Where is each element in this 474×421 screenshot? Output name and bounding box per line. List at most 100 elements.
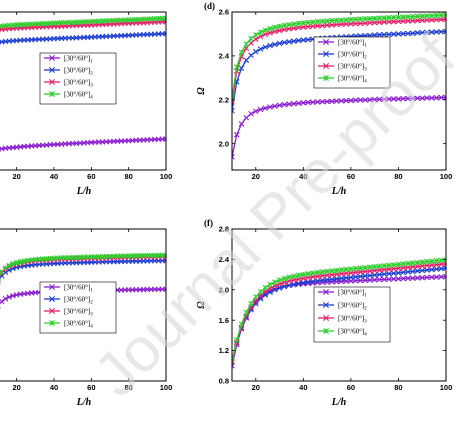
series-marker	[333, 267, 340, 274]
series-marker	[276, 23, 283, 30]
series-marker	[238, 49, 245, 56]
x-tick-label: 80	[124, 383, 132, 392]
series-marker	[400, 275, 406, 282]
series-4	[0, 15, 166, 30]
series-marker	[305, 271, 311, 277]
series-marker	[295, 20, 302, 27]
series-marker	[424, 17, 430, 23]
series-marker	[428, 29, 435, 35]
series-marker	[281, 26, 288, 33]
series-marker	[305, 279, 311, 285]
series-marker	[443, 16, 446, 23]
legend-label-subscript: 1	[364, 294, 367, 299]
series-marker	[163, 136, 166, 142]
series-marker	[367, 277, 373, 283]
series-line	[0, 259, 166, 280]
series-marker	[295, 37, 302, 44]
series-marker	[371, 19, 378, 26]
chart-panel-3: 20 40 60 80 100L/h[30°/60°]1[30°/60°]2[30°/6…	[0, 228, 173, 408]
legend-label-text: [30°/60°]	[64, 320, 90, 328]
x-axis-label: L/h	[331, 397, 347, 408]
series-marker	[291, 273, 297, 279]
legend-label: [30°/60°]4	[64, 91, 93, 101]
series-marker	[0, 298, 5, 305]
series-marker	[390, 276, 397, 282]
series-marker	[443, 265, 446, 272]
series-marker	[272, 28, 278, 35]
series-marker	[400, 18, 406, 25]
series-marker	[49, 308, 55, 314]
series-marker	[424, 274, 430, 281]
series-marker	[343, 97, 349, 104]
series-marker	[414, 275, 421, 281]
series-marker	[238, 65, 245, 71]
series-marker	[386, 96, 392, 102]
series-marker	[49, 67, 55, 73]
series-marker	[276, 285, 283, 291]
series-marker	[376, 19, 383, 26]
legend-label: [30°/60°]4	[338, 75, 367, 85]
series-marker	[405, 95, 411, 102]
legend-label-text: [30°/60°]	[338, 315, 364, 323]
series-marker	[381, 271, 387, 277]
series-marker	[367, 15, 373, 22]
legend-label-text: [30°/60°]	[338, 302, 364, 310]
legend-label-subscript: 1	[364, 44, 367, 49]
legend-label-text: [30°/60°]	[338, 39, 364, 47]
series-marker	[49, 91, 55, 97]
legend-label-subscript: 3	[364, 68, 367, 73]
series-marker	[381, 96, 387, 103]
series-marker	[6, 294, 12, 300]
series-marker	[338, 21, 345, 28]
legend-label-subscript: 4	[364, 333, 367, 338]
series-marker	[414, 268, 421, 274]
x-tick-label: 100	[160, 383, 173, 392]
plot-area	[232, 257, 446, 369]
series-marker	[424, 95, 430, 101]
legend-label: [30°/60°]4	[64, 320, 93, 330]
series-marker	[329, 276, 335, 283]
series-marker	[405, 30, 411, 37]
series-marker	[357, 277, 364, 284]
series-marker	[323, 51, 329, 57]
series-marker	[333, 275, 340, 282]
plot-frame	[0, 11, 167, 171]
legend-label-subscript: 1	[90, 60, 93, 65]
series-marker	[348, 266, 354, 272]
series-marker	[433, 29, 440, 35]
series-4	[0, 252, 166, 281]
series-marker	[323, 315, 329, 321]
series-marker	[262, 284, 269, 291]
series-1	[232, 94, 446, 160]
series-marker	[409, 13, 416, 20]
series-marker	[2, 296, 9, 302]
series-marker	[395, 96, 402, 102]
legend-label: [30°/60°]3	[64, 79, 93, 89]
series-marker	[291, 38, 297, 44]
series-marker	[395, 14, 402, 21]
series-marker	[433, 258, 440, 264]
series-marker	[367, 264, 373, 270]
series-marker	[310, 270, 316, 276]
legend-label-text: [30°/60°]	[64, 296, 90, 304]
series-marker	[49, 79, 55, 85]
series-marker	[386, 31, 392, 38]
x-tick-label: 20	[12, 383, 20, 392]
y-tick-label: 1.2	[219, 346, 229, 355]
series-marker	[10, 261, 16, 267]
series-marker	[310, 19, 316, 25]
y-tick-label: 2.4	[219, 51, 230, 60]
series-marker	[390, 18, 397, 25]
series-marker	[338, 17, 345, 23]
series-marker	[376, 15, 383, 21]
series-1	[0, 136, 166, 153]
series-marker	[348, 16, 354, 23]
legend-label: [30°/60°]3	[338, 315, 367, 325]
series-marker	[243, 41, 250, 47]
legend-label-text: [30°/60°]	[64, 67, 90, 75]
series-marker	[405, 14, 411, 20]
x-tick-label: 40	[299, 383, 307, 392]
x-tick-label: 100	[440, 172, 453, 181]
legend-label-subscript: 3	[90, 313, 93, 318]
legend-label: [30°/60°]2	[64, 67, 93, 77]
